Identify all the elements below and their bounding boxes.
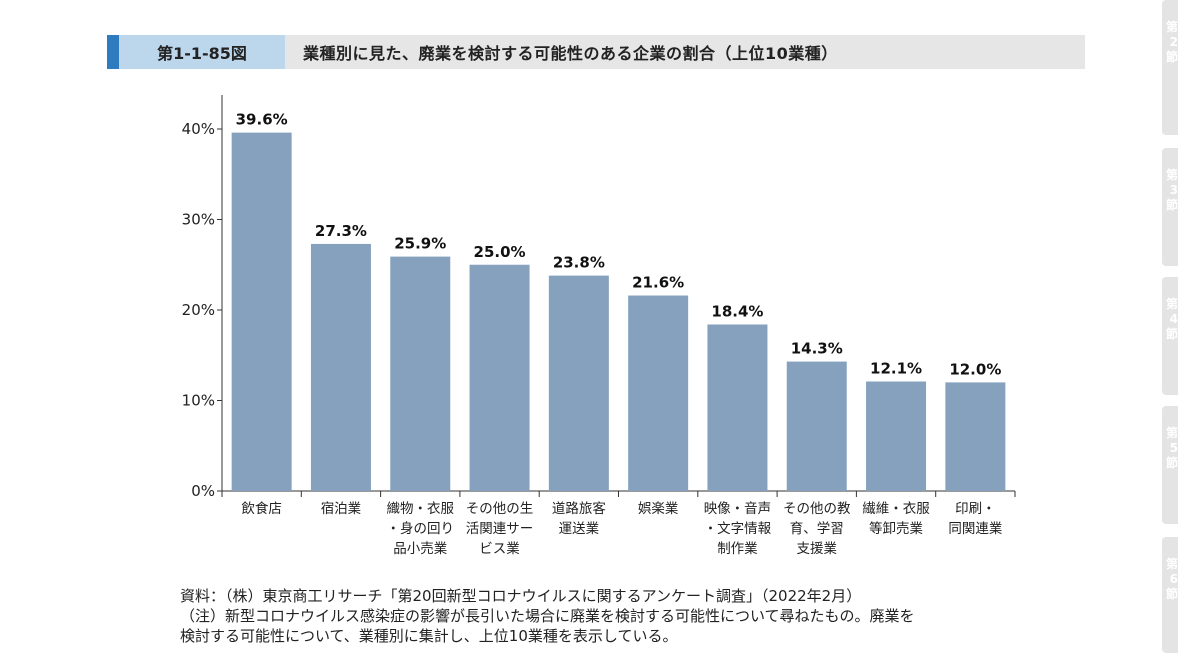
value-label: 14.3% (791, 340, 843, 358)
category-label-line: 織物・衣服 (387, 501, 455, 517)
section-tab[interactable]: 第 2 節 (1162, 0, 1178, 135)
category-label: 道路旅客運送業 (552, 500, 606, 537)
category-label-line: 飲食店 (241, 500, 282, 517)
figure-notes: 資料：（株）東京商工リサーチ「第20回新型コロナウイルスに関するアンケート調査」… (180, 586, 1040, 646)
bar (548, 275, 609, 491)
value-label: 12.1% (870, 359, 922, 377)
category-label: その他の生活関連サービス業 (466, 501, 534, 557)
chart-bars (231, 132, 1006, 491)
category-label-line: ビス業 (479, 541, 520, 557)
category-label-line: 映像・音声 (704, 500, 772, 517)
bar (310, 243, 371, 491)
section-tab[interactable]: 第 4 節 (1162, 277, 1178, 395)
value-label: 27.3% (315, 222, 367, 240)
category-label-line: その他の生 (466, 501, 534, 517)
category-label: 印刷・同関連業 (948, 501, 1002, 537)
chart-value-labels: 39.6% 27.3% 25.9% 25.0% 23.8% 21.6% 18.4% 14.3%… (236, 111, 1002, 379)
note-line-1: （注）新型コロナウイルス感染症の影響が長引いた場合に廃業を検討する可能性について… (180, 607, 915, 625)
value-label: 12.0% (949, 360, 1001, 378)
section-tab[interactable]: 第 5 節 (1162, 406, 1178, 524)
bar (231, 132, 292, 491)
bar (945, 382, 1006, 491)
bar (390, 256, 451, 491)
category-label-line: 支援業 (797, 541, 838, 557)
category-label: 織物・衣服・身の回り品小売業 (387, 501, 455, 557)
y-tick-label: 10% (182, 392, 215, 410)
category-label: 娯楽業 (638, 501, 679, 517)
section-tab[interactable]: 第 3 節 (1162, 148, 1178, 266)
category-label-line: 等卸売業 (869, 520, 923, 537)
category-label: 映像・音声・文字情報制作業 (704, 500, 772, 557)
chart-category-labels: 飲食店 宿泊業 織物・衣服・身の回り品小売業その他の生活関連サービス業道路旅客運送業… (241, 500, 1002, 557)
section-side-tabs: 第 2 節第 3 節第 4 節第 5 節第 6 節 (1162, 0, 1178, 653)
category-label: 飲食店 (241, 500, 282, 517)
category-label: その他の教育、学習支援業 (783, 501, 851, 557)
note-line-2: 検討する可能性について、業種別に集計し、上位10業種を表示している。 (180, 627, 678, 645)
value-label: 21.6% (632, 274, 684, 292)
category-label-line: 品小売業 (393, 541, 447, 557)
source-note: 資料：（株）東京商工リサーチ「第20回新型コロナウイルスに関するアンケート調査」… (180, 587, 862, 605)
category-label: 宿泊業 (321, 500, 362, 517)
category-label-line: 育、学習 (790, 521, 844, 537)
y-tick-label: 30% (182, 211, 215, 229)
category-label-line: 活関連サー (466, 521, 534, 537)
category-label-line: 道路旅客 (552, 500, 606, 517)
figure-title: 業種別に見た、廃業を検討する可能性のある企業の割合（上位10業種） (303, 44, 838, 63)
bar (786, 361, 847, 491)
category-label-line: 同関連業 (948, 521, 1002, 537)
value-label: 18.4% (711, 302, 763, 320)
category-label-line: 制作業 (717, 541, 758, 557)
figure-number: 第1-1-85図 (119, 35, 285, 69)
value-label: 39.6% (236, 111, 288, 129)
category-label: 繊維・衣服等卸売業 (862, 501, 930, 537)
value-label: 25.9% (394, 235, 446, 253)
y-tick-label: 0% (191, 482, 215, 500)
category-label-line: 運送業 (559, 521, 600, 537)
bar (707, 324, 768, 491)
bar (866, 381, 927, 491)
section-tab[interactable]: 第 6 節 (1162, 537, 1178, 653)
category-label-line: 繊維・衣服 (862, 501, 930, 517)
category-label-line: 娯楽業 (638, 501, 679, 517)
header-accent-stripe (107, 35, 119, 69)
bar (469, 264, 530, 491)
category-label-line: 印刷・ (955, 501, 996, 517)
category-label-line: ・身の回り (387, 521, 455, 537)
value-label: 25.0% (474, 243, 526, 261)
category-label-line: ・文字情報 (704, 521, 772, 537)
category-label-line: その他の教 (783, 501, 851, 517)
category-label-line: 宿泊業 (321, 500, 362, 517)
bar (628, 295, 689, 491)
value-label: 23.8% (553, 254, 605, 272)
figure-header: 第1-1-85図 業種別に見た、廃業を検討する可能性のある企業の割合（上位10業… (107, 35, 1085, 69)
y-tick-label: 20% (182, 301, 215, 319)
y-tick-label: 40% (182, 120, 215, 138)
